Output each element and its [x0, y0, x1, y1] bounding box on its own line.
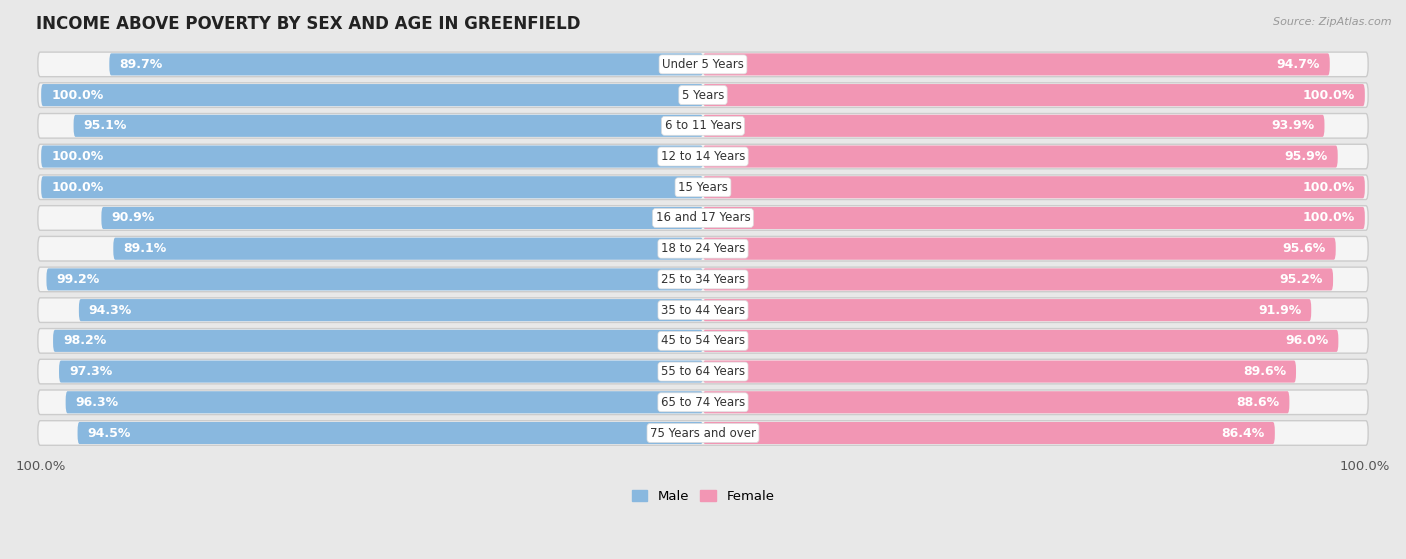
- Text: 100.0%: 100.0%: [51, 181, 103, 194]
- Text: 12 to 14 Years: 12 to 14 Years: [661, 150, 745, 163]
- FancyBboxPatch shape: [38, 144, 1368, 169]
- Text: 99.2%: 99.2%: [56, 273, 100, 286]
- FancyBboxPatch shape: [38, 206, 1368, 230]
- FancyBboxPatch shape: [41, 145, 703, 168]
- Text: 98.2%: 98.2%: [63, 334, 107, 347]
- Text: 100.0%: 100.0%: [1303, 181, 1355, 194]
- Text: 97.3%: 97.3%: [69, 365, 112, 378]
- FancyBboxPatch shape: [38, 359, 1368, 384]
- FancyBboxPatch shape: [73, 115, 703, 137]
- Text: 45 to 54 Years: 45 to 54 Years: [661, 334, 745, 347]
- Text: 18 to 24 Years: 18 to 24 Years: [661, 242, 745, 255]
- Text: 91.9%: 91.9%: [1258, 304, 1302, 316]
- FancyBboxPatch shape: [38, 175, 1368, 200]
- FancyBboxPatch shape: [703, 361, 1296, 382]
- Text: 89.1%: 89.1%: [124, 242, 166, 255]
- FancyBboxPatch shape: [703, 53, 1330, 75]
- FancyBboxPatch shape: [38, 267, 1368, 292]
- Text: 100.0%: 100.0%: [51, 150, 103, 163]
- Text: 65 to 74 Years: 65 to 74 Years: [661, 396, 745, 409]
- Text: 100.0%: 100.0%: [1303, 89, 1355, 102]
- Text: 89.6%: 89.6%: [1243, 365, 1286, 378]
- FancyBboxPatch shape: [38, 113, 1368, 138]
- Text: 35 to 44 Years: 35 to 44 Years: [661, 304, 745, 316]
- Text: 95.1%: 95.1%: [83, 119, 127, 132]
- FancyBboxPatch shape: [703, 391, 1289, 413]
- Text: INCOME ABOVE POVERTY BY SEX AND AGE IN GREENFIELD: INCOME ABOVE POVERTY BY SEX AND AGE IN G…: [37, 15, 581, 33]
- Text: 90.9%: 90.9%: [111, 211, 155, 225]
- FancyBboxPatch shape: [38, 390, 1368, 415]
- FancyBboxPatch shape: [703, 268, 1333, 291]
- FancyBboxPatch shape: [53, 330, 703, 352]
- FancyBboxPatch shape: [703, 299, 1312, 321]
- Legend: Male, Female: Male, Female: [626, 485, 780, 508]
- Text: 25 to 34 Years: 25 to 34 Years: [661, 273, 745, 286]
- FancyBboxPatch shape: [114, 238, 703, 260]
- FancyBboxPatch shape: [41, 84, 703, 106]
- Text: 96.0%: 96.0%: [1285, 334, 1329, 347]
- Text: 5 Years: 5 Years: [682, 89, 724, 102]
- Text: 94.5%: 94.5%: [87, 427, 131, 439]
- FancyBboxPatch shape: [46, 268, 703, 291]
- Text: 100.0%: 100.0%: [1303, 211, 1355, 225]
- FancyBboxPatch shape: [110, 53, 703, 75]
- FancyBboxPatch shape: [38, 52, 1368, 77]
- Text: 6 to 11 Years: 6 to 11 Years: [665, 119, 741, 132]
- FancyBboxPatch shape: [77, 422, 703, 444]
- Text: 94.3%: 94.3%: [89, 304, 132, 316]
- FancyBboxPatch shape: [703, 145, 1337, 168]
- FancyBboxPatch shape: [703, 422, 1275, 444]
- FancyBboxPatch shape: [38, 236, 1368, 261]
- Text: 94.7%: 94.7%: [1277, 58, 1320, 71]
- Text: 100.0%: 100.0%: [51, 89, 103, 102]
- FancyBboxPatch shape: [703, 84, 1365, 106]
- FancyBboxPatch shape: [703, 330, 1339, 352]
- Text: 95.9%: 95.9%: [1285, 150, 1327, 163]
- FancyBboxPatch shape: [38, 421, 1368, 446]
- FancyBboxPatch shape: [101, 207, 703, 229]
- Text: 95.6%: 95.6%: [1282, 242, 1326, 255]
- FancyBboxPatch shape: [66, 391, 703, 413]
- FancyBboxPatch shape: [41, 176, 703, 198]
- Text: Under 5 Years: Under 5 Years: [662, 58, 744, 71]
- FancyBboxPatch shape: [38, 329, 1368, 353]
- Text: 88.6%: 88.6%: [1236, 396, 1279, 409]
- FancyBboxPatch shape: [703, 176, 1365, 198]
- Text: 95.2%: 95.2%: [1279, 273, 1323, 286]
- Text: 16 and 17 Years: 16 and 17 Years: [655, 211, 751, 225]
- Text: 96.3%: 96.3%: [76, 396, 118, 409]
- Text: 15 Years: 15 Years: [678, 181, 728, 194]
- FancyBboxPatch shape: [38, 83, 1368, 107]
- FancyBboxPatch shape: [59, 361, 703, 382]
- Text: 86.4%: 86.4%: [1222, 427, 1265, 439]
- Text: 93.9%: 93.9%: [1271, 119, 1315, 132]
- Text: 75 Years and over: 75 Years and over: [650, 427, 756, 439]
- FancyBboxPatch shape: [703, 238, 1336, 260]
- Text: 89.7%: 89.7%: [120, 58, 163, 71]
- Text: Source: ZipAtlas.com: Source: ZipAtlas.com: [1274, 17, 1392, 27]
- Text: 55 to 64 Years: 55 to 64 Years: [661, 365, 745, 378]
- FancyBboxPatch shape: [703, 115, 1324, 137]
- FancyBboxPatch shape: [79, 299, 703, 321]
- FancyBboxPatch shape: [703, 207, 1365, 229]
- FancyBboxPatch shape: [38, 298, 1368, 323]
